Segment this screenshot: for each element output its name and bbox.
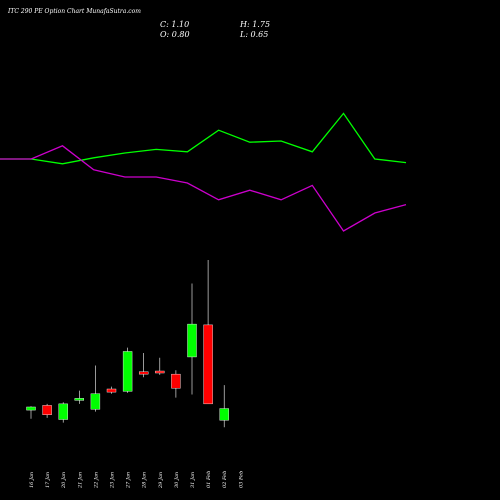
candle-body <box>122 351 133 392</box>
x-tick-label: 20 Jan <box>61 472 67 489</box>
x-tick-label: 29 Jan <box>158 472 164 489</box>
candle-body <box>171 373 181 389</box>
x-tick-label: 23 Jan <box>110 472 116 489</box>
high-value: H: 1.75 <box>240 20 271 29</box>
x-axis-labels: 16 Jan 17 Jan 20 Jan 21 Jan 22 Jan 23 Jan 27 J… <box>29 471 244 489</box>
x-tick-label: 01 Feb <box>206 471 212 488</box>
candle-body <box>203 324 213 405</box>
candle-body <box>74 398 85 401</box>
x-tick-label: 16 Jan <box>29 472 35 488</box>
indicator-line-2 <box>0 145 407 232</box>
x-tick-label: 30 Jan <box>174 472 180 488</box>
indicator-lines <box>0 112 407 232</box>
x-tick-label: 22 Jan <box>93 472 99 489</box>
candle-body <box>42 405 52 416</box>
candle-body <box>58 403 68 420</box>
x-tick-label: 28 Jan <box>142 472 148 489</box>
indicator-line-1 <box>0 112 407 165</box>
candle-body <box>187 323 197 358</box>
x-tick-label: 21 Jan <box>77 472 83 489</box>
open-value: O: 0.80 <box>160 30 190 39</box>
x-tick-label: 03 Feb <box>238 471 244 488</box>
candle-body <box>155 370 165 374</box>
candle-body <box>90 393 101 410</box>
x-tick-label: 31 Jan <box>190 472 196 488</box>
candle-body <box>219 408 229 421</box>
candle-body <box>26 406 36 411</box>
candlestick-plot <box>26 260 229 428</box>
low-value: L: 0.65 <box>240 30 269 39</box>
close-value: C: 1.10 <box>160 20 190 29</box>
candle-body <box>106 388 117 393</box>
x-tick-label: 27 Jan <box>126 472 132 489</box>
x-tick-label: 17 Jan <box>45 472 51 488</box>
candle-body <box>138 371 149 375</box>
chart-title: ITC 290 PE Option Chart MunafaSutra.com <box>8 8 141 15</box>
x-tick-label: 02 Feb <box>222 471 228 488</box>
